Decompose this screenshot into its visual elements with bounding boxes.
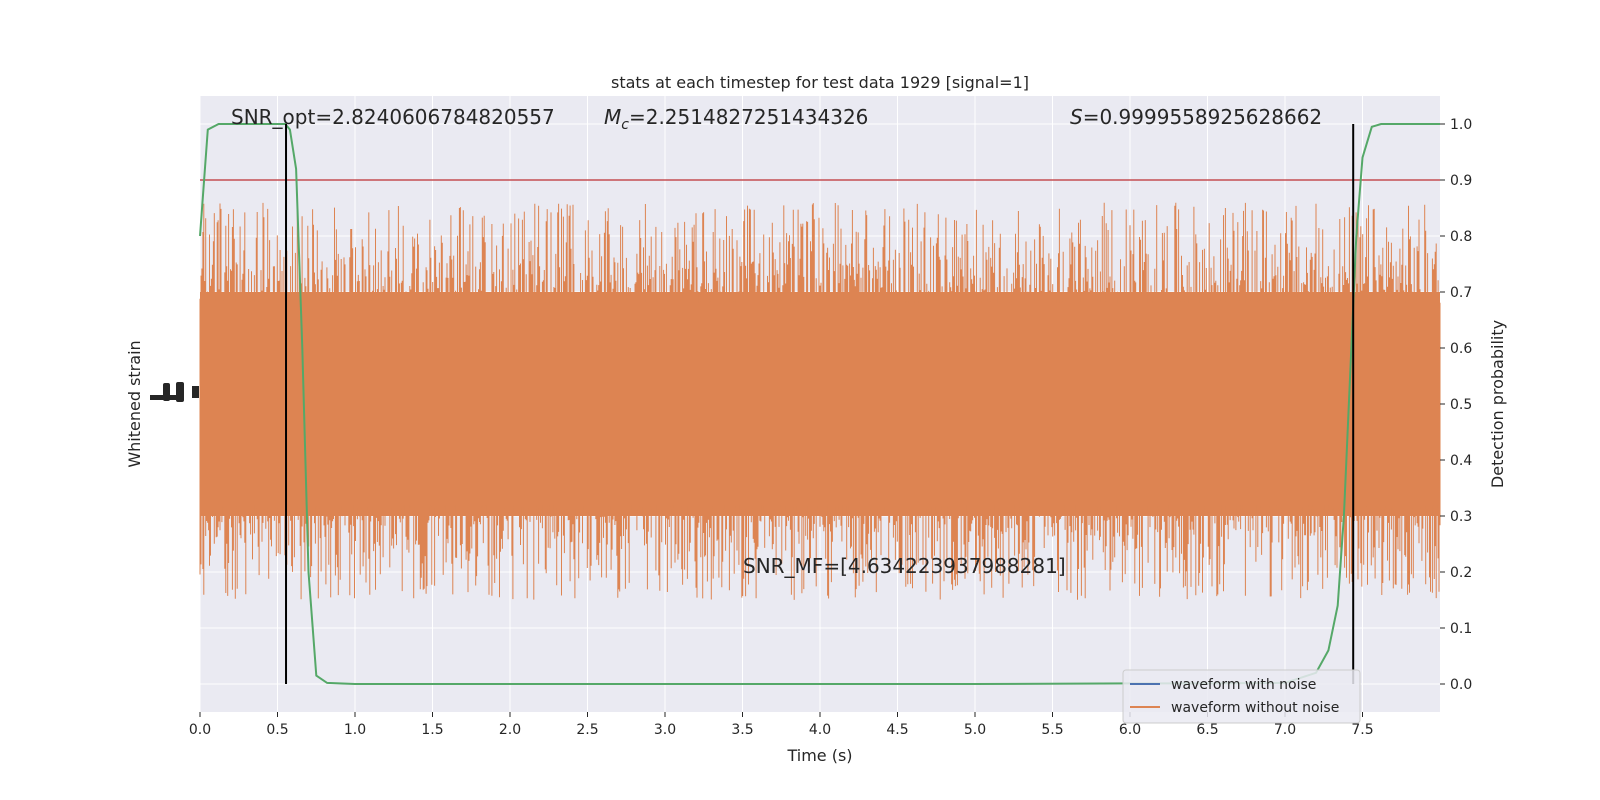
legend-box (1122, 669, 1361, 724)
y-tick-label: 0.5 (1450, 397, 1472, 413)
y-tick-label: 0.0 (1450, 677, 1472, 693)
left-tick-clutter (150, 382, 199, 402)
chirp-mass-annotation: Mc=2.2514827251434326 (604, 105, 868, 133)
y-tick-label: 0.9 (1450, 173, 1472, 189)
x-tick-label: 5.5 (1041, 722, 1063, 738)
x-tick-label: 3.5 (731, 722, 753, 738)
x-tick-label: 5.0 (964, 722, 986, 738)
detection-probability-line (199, 123, 1440, 685)
y-left-axis-label: Whitened strain (125, 340, 144, 467)
x-axis-label: Time (s) (786, 746, 852, 765)
y-tick-label: 1.0 (1450, 117, 1472, 133)
x-tick-label: 6.0 (1119, 722, 1141, 738)
s-annotation: S=0.9999558925628662 (1070, 105, 1322, 129)
s-symbol: S (1070, 105, 1083, 129)
strain-waveform-without-noise (199, 202, 1441, 600)
x-tick-label: 7.0 (1274, 722, 1296, 738)
chirp-mass-symbol: M (604, 105, 621, 129)
x-tick-label: 2.5 (576, 722, 598, 738)
overlay-lines (199, 123, 1440, 685)
x-tick-label: 1.0 (344, 722, 366, 738)
x-tick-label: 0.0 (189, 722, 211, 738)
y-tick-label: 0.6 (1450, 341, 1472, 357)
x-tick-label: 1.5 (421, 722, 443, 738)
legend-label-clean: waveform without noise (1171, 700, 1339, 716)
legend: waveform with noise waveform without noi… (1122, 669, 1361, 724)
x-tick-label: 4.0 (809, 722, 831, 738)
x-tick-label: 0.5 (266, 722, 288, 738)
y-tick-label: 0.7 (1450, 285, 1472, 301)
x-tick-label: 6.5 (1196, 722, 1218, 738)
y-right-ticks: 0.0 0.1 0.2 0.3 0.4 0.5 0.6 0.7 0.8 0.9 1.0 (1440, 117, 1472, 693)
snr-opt-annotation: SNR_opt=2.8240606784820557 (231, 105, 555, 129)
x-ticks: 0.0 0.5 1.0 1.5 2.0 2.5 3.0 3.5 4.0 4.5 5.0 5.5 6.0 6… (189, 712, 1374, 738)
legend-label-noise: waveform with noise (1171, 677, 1316, 693)
y-tick-label: 0.3 (1450, 509, 1472, 525)
x-tick-label: 7.5 (1351, 722, 1373, 738)
x-tick-label: 2.0 (499, 722, 521, 738)
y-right-axis-label: Detection probability (1488, 320, 1507, 488)
s-value: =0.9999558925628662 (1083, 105, 1322, 129)
chirp-mass-subscript: c (621, 117, 629, 133)
strain-series (199, 202, 1441, 600)
x-tick-label: 3.0 (654, 722, 676, 738)
y-tick-label: 0.1 (1450, 621, 1472, 637)
y-tick-label: 0.2 (1450, 565, 1472, 581)
snr-mf-annotation: SNR_MF=[4.634223937988281] (743, 554, 1066, 578)
x-tick-label: 4.5 (886, 722, 908, 738)
chirp-mass-value: =2.2514827251434326 (629, 105, 868, 129)
chart-title: stats at each timestep for test data 192… (611, 73, 1029, 92)
y-tick-label: 0.4 (1450, 453, 1472, 469)
y-tick-label: 0.8 (1450, 229, 1472, 245)
